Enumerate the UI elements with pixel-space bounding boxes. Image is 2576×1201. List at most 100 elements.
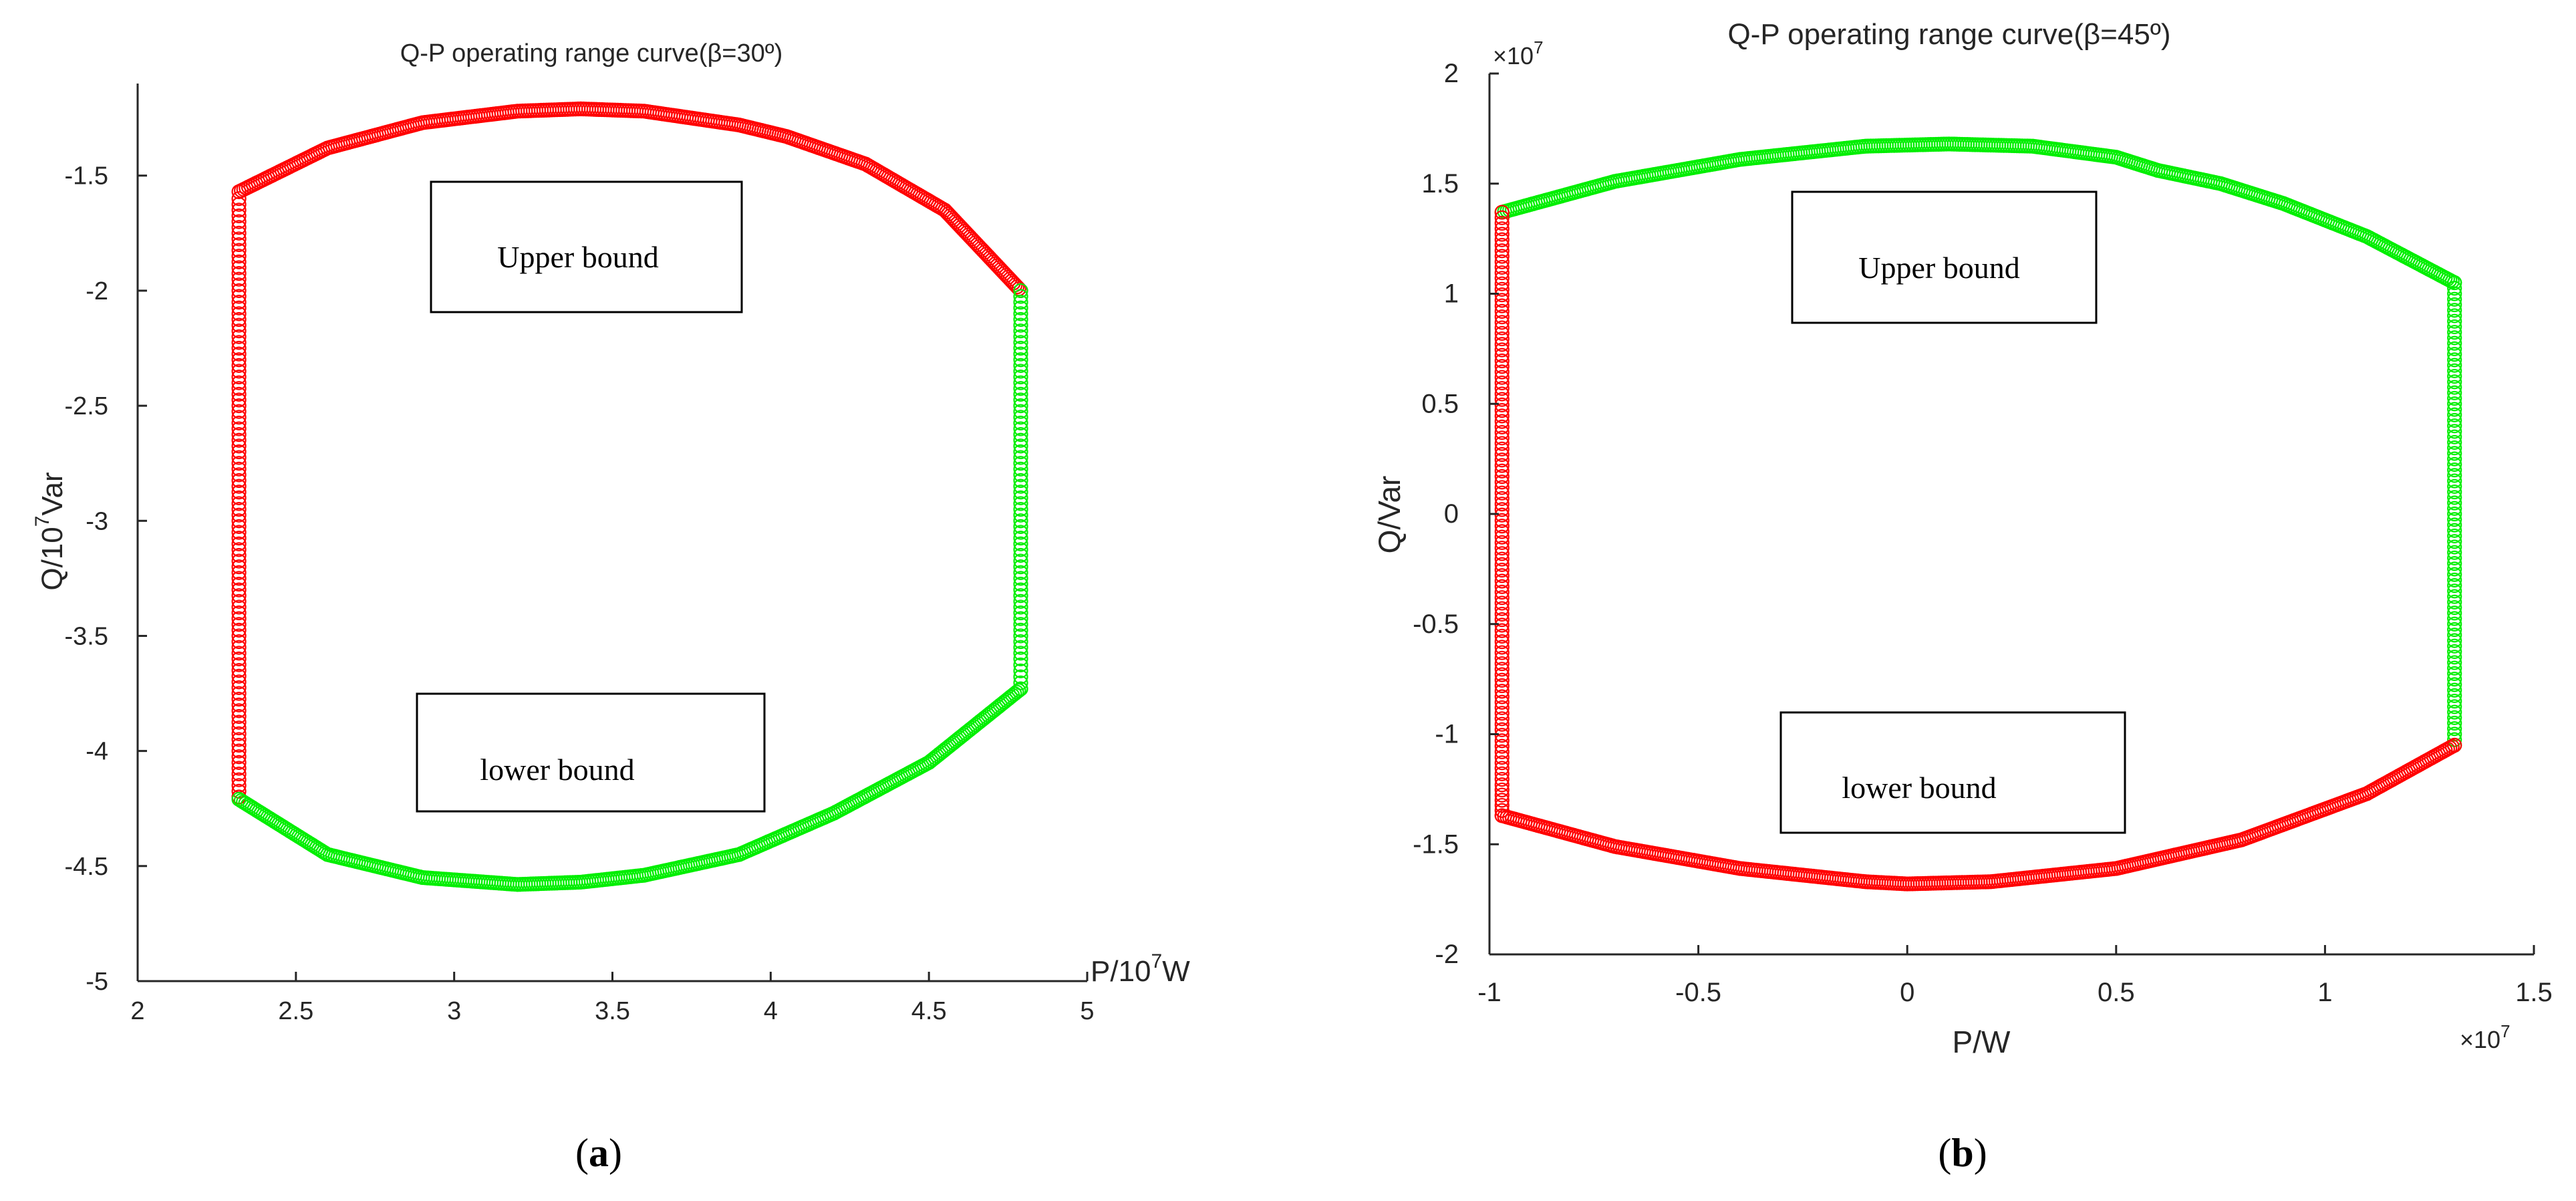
data-point bbox=[1013, 675, 1028, 690]
data-point bbox=[2447, 638, 2462, 654]
data-point bbox=[1494, 441, 1510, 456]
y-axis-label-a: Q/107Var bbox=[31, 472, 69, 590]
x-tick-label-a-2: 3 bbox=[447, 997, 461, 1025]
data-point bbox=[231, 617, 247, 632]
data-point bbox=[1494, 524, 1510, 539]
data-point bbox=[231, 254, 247, 269]
data-point bbox=[1013, 640, 1028, 655]
data-point bbox=[1494, 579, 1510, 594]
data-point bbox=[2447, 650, 2462, 665]
data-point bbox=[1494, 243, 1510, 259]
data-point bbox=[2447, 506, 2462, 522]
data-point bbox=[231, 358, 247, 373]
data-point bbox=[2447, 677, 2462, 692]
data-point bbox=[1494, 215, 1510, 231]
data-point bbox=[1494, 325, 1510, 341]
data-point bbox=[1013, 438, 1028, 454]
data-point bbox=[1494, 287, 1510, 303]
data-point bbox=[1494, 353, 1510, 369]
data-point bbox=[231, 386, 247, 402]
data-point bbox=[2447, 281, 2462, 296]
data-point bbox=[1494, 408, 1510, 424]
data-point bbox=[231, 611, 247, 626]
data-point bbox=[1494, 271, 1510, 286]
data-point bbox=[1013, 611, 1028, 626]
data-point bbox=[1013, 565, 1028, 580]
data-point bbox=[231, 668, 247, 684]
data-point bbox=[1494, 694, 1510, 710]
data-point bbox=[1013, 346, 1028, 362]
data-point bbox=[1494, 700, 1510, 716]
data-point bbox=[231, 340, 247, 356]
data-point bbox=[231, 398, 247, 414]
data-point bbox=[231, 772, 247, 787]
series-b-upper-arc bbox=[1494, 136, 2462, 291]
data-point bbox=[231, 593, 247, 609]
data-point bbox=[231, 605, 247, 621]
data-point bbox=[231, 536, 247, 551]
data-point bbox=[1013, 490, 1028, 505]
data-point bbox=[1013, 392, 1028, 408]
data-point bbox=[2447, 517, 2462, 533]
y-tick-label-a-2: -4 bbox=[86, 738, 108, 766]
data-point bbox=[1013, 513, 1028, 529]
data-point bbox=[1013, 323, 1028, 339]
data-point bbox=[1013, 432, 1028, 448]
data-point bbox=[231, 381, 247, 396]
data-point bbox=[1494, 210, 1510, 225]
y-tick-label-b-1: -1.5 bbox=[1413, 829, 1459, 859]
data-point bbox=[231, 485, 247, 500]
data-point bbox=[2447, 583, 2462, 599]
data-point bbox=[1494, 507, 1510, 523]
data-point bbox=[2447, 462, 2462, 478]
y-ticks-b: -2 -1.5 -1 -0.5 0 0.5 1 1.5 2 bbox=[1413, 59, 1499, 969]
data-point bbox=[231, 271, 247, 287]
data-point bbox=[231, 663, 247, 678]
data-point bbox=[2447, 451, 2462, 466]
data-point bbox=[2447, 347, 2462, 362]
data-point bbox=[231, 507, 247, 523]
data-point bbox=[1494, 777, 1510, 793]
data-point bbox=[2447, 599, 2462, 616]
data-point bbox=[1494, 529, 1510, 545]
data-point bbox=[231, 191, 247, 207]
data-point bbox=[231, 432, 247, 448]
data-point bbox=[1494, 793, 1510, 808]
data-point bbox=[231, 599, 247, 615]
x-multiplier-b: ×107 bbox=[2460, 1021, 2511, 1053]
data-point bbox=[1013, 576, 1028, 592]
data-point bbox=[231, 525, 247, 540]
data-point bbox=[231, 231, 247, 247]
chart-title-b: Q-P operating range curve(β=45º) bbox=[1727, 18, 2170, 51]
data-point bbox=[1013, 404, 1028, 419]
data-point bbox=[231, 496, 247, 511]
chart-panel-a: Q-P operating range curve(β=30º) 2 2.5 3 3.… bbox=[31, 39, 1190, 1025]
y-tick-label-b-8: 2 bbox=[1444, 59, 1459, 88]
data-point bbox=[2447, 512, 2462, 527]
data-point bbox=[1494, 221, 1510, 237]
data-point bbox=[1013, 634, 1028, 650]
data-point bbox=[2447, 479, 2462, 494]
data-point bbox=[2447, 412, 2462, 428]
data-point bbox=[231, 519, 247, 534]
data-point bbox=[2447, 490, 2462, 505]
data-point bbox=[231, 761, 247, 776]
data-point bbox=[1494, 480, 1510, 495]
data-point bbox=[231, 565, 247, 580]
data-point bbox=[231, 628, 247, 644]
data-point bbox=[1013, 588, 1028, 604]
data-point bbox=[231, 289, 247, 304]
data-point bbox=[1494, 205, 1510, 220]
y-tick-label-b-5: 0.5 bbox=[1421, 389, 1459, 418]
data-point bbox=[231, 651, 247, 666]
data-point bbox=[1494, 375, 1510, 391]
data-point bbox=[2447, 429, 2462, 444]
data-point bbox=[231, 576, 247, 592]
data-point bbox=[2447, 407, 2462, 422]
data-point bbox=[231, 277, 247, 293]
data-point bbox=[1013, 553, 1028, 569]
data-point bbox=[2447, 567, 2462, 582]
data-point bbox=[231, 260, 247, 275]
data-point bbox=[1013, 410, 1028, 425]
data-point bbox=[1494, 766, 1510, 781]
